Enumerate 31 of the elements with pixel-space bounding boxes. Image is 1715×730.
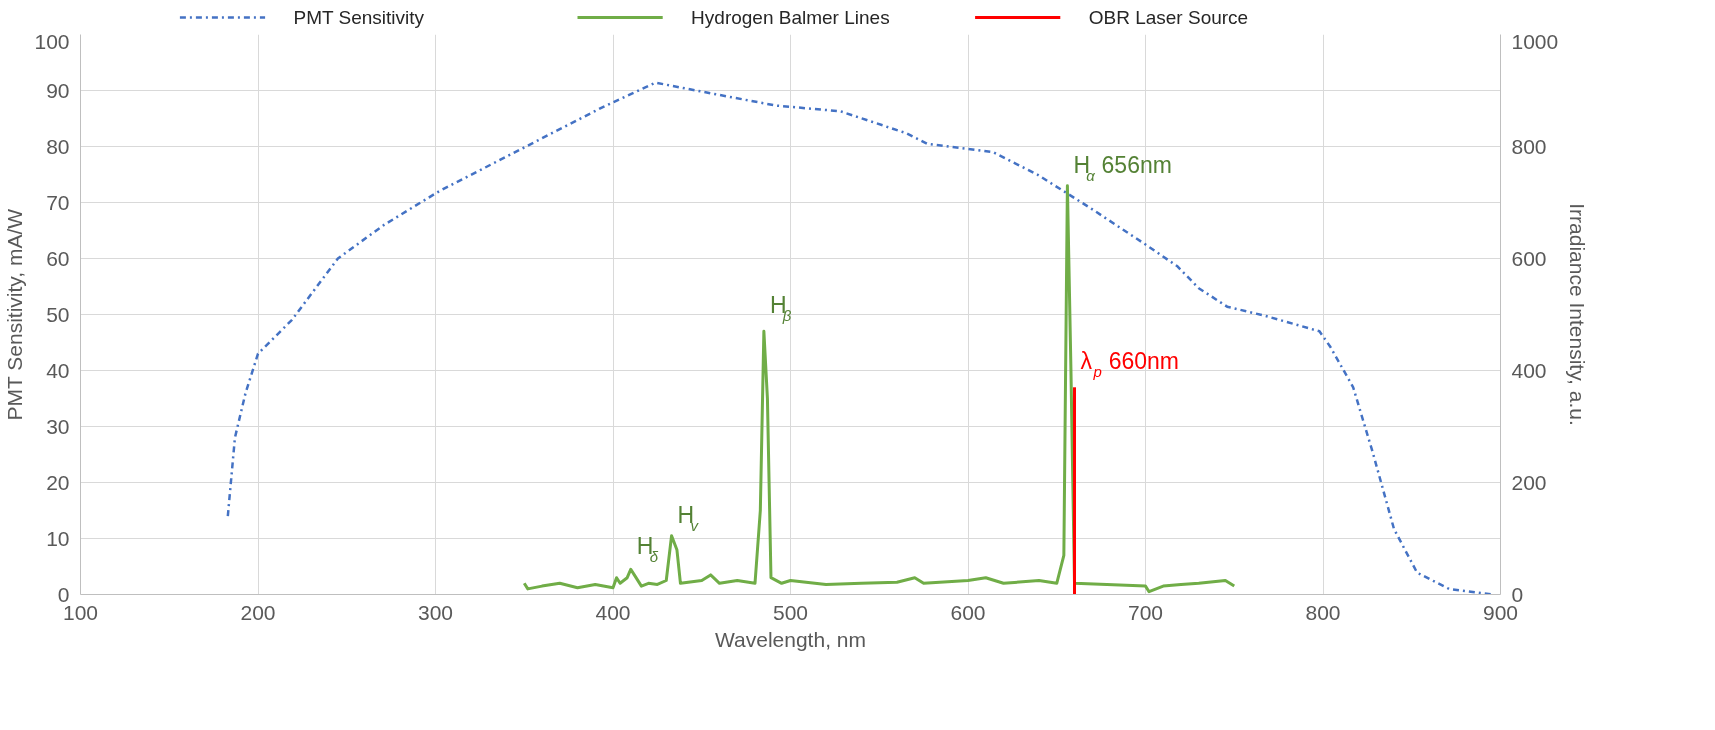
x-tick-label: 800 [1305,600,1341,624]
y-tick-label: 70 [46,190,70,214]
legend-label: PMT Sensitivity [293,7,425,28]
x-tick-label: 700 [1127,600,1164,624]
y-tick-label: 0 [57,582,70,606]
y-tick-label: 10 [46,526,70,550]
y2-axis-title: Irradiance Intensity, a.u. [1566,203,1590,426]
x-tick-label: 200 [240,600,276,624]
x-tick-label: 300 [417,600,454,624]
y-tick-label: 90 [46,78,70,102]
y2-tick-label: 1000 [1511,29,1559,53]
y2-tick-label: 200 [1511,470,1547,494]
y-tick-label: 100 [34,29,70,53]
x-axis-title: Wavelength, nm [715,627,866,651]
legend-label: OBR Laser Source [1088,7,1249,28]
y-tick-label: 30 [46,414,70,438]
y-tick-label: 20 [46,470,70,494]
y-tick-label: 50 [46,302,70,326]
x-tick-label: 400 [595,600,631,624]
y2-tick-label: 600 [1511,246,1547,270]
x-tick-label: 500 [772,600,809,624]
y2-tick-label: 0 [1511,582,1524,606]
y2-tick-label: 400 [1511,358,1547,382]
y-tick-label: 60 [46,246,70,270]
y-tick-label: 40 [46,358,70,382]
line-series [522,184,1236,594]
y-tick-label: 80 [46,134,70,158]
y-axis-title: PMT Sensitivity, mA/W [3,208,27,421]
y2-tick-label: 800 [1511,134,1547,158]
x-tick-label: 600 [950,600,986,624]
legend-label: Hydrogen Balmer Lines [691,7,890,28]
